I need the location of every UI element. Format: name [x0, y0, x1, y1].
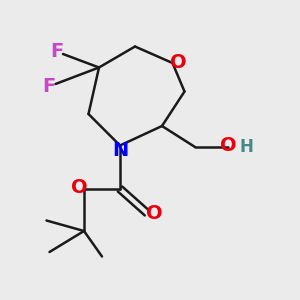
Text: O: O: [71, 178, 88, 197]
Text: N: N: [112, 141, 129, 160]
Text: O: O: [146, 204, 163, 224]
Text: O: O: [169, 52, 186, 72]
Text: F: F: [42, 77, 56, 96]
Text: F: F: [50, 42, 63, 61]
Text: O: O: [220, 136, 237, 155]
Text: H: H: [240, 138, 254, 156]
